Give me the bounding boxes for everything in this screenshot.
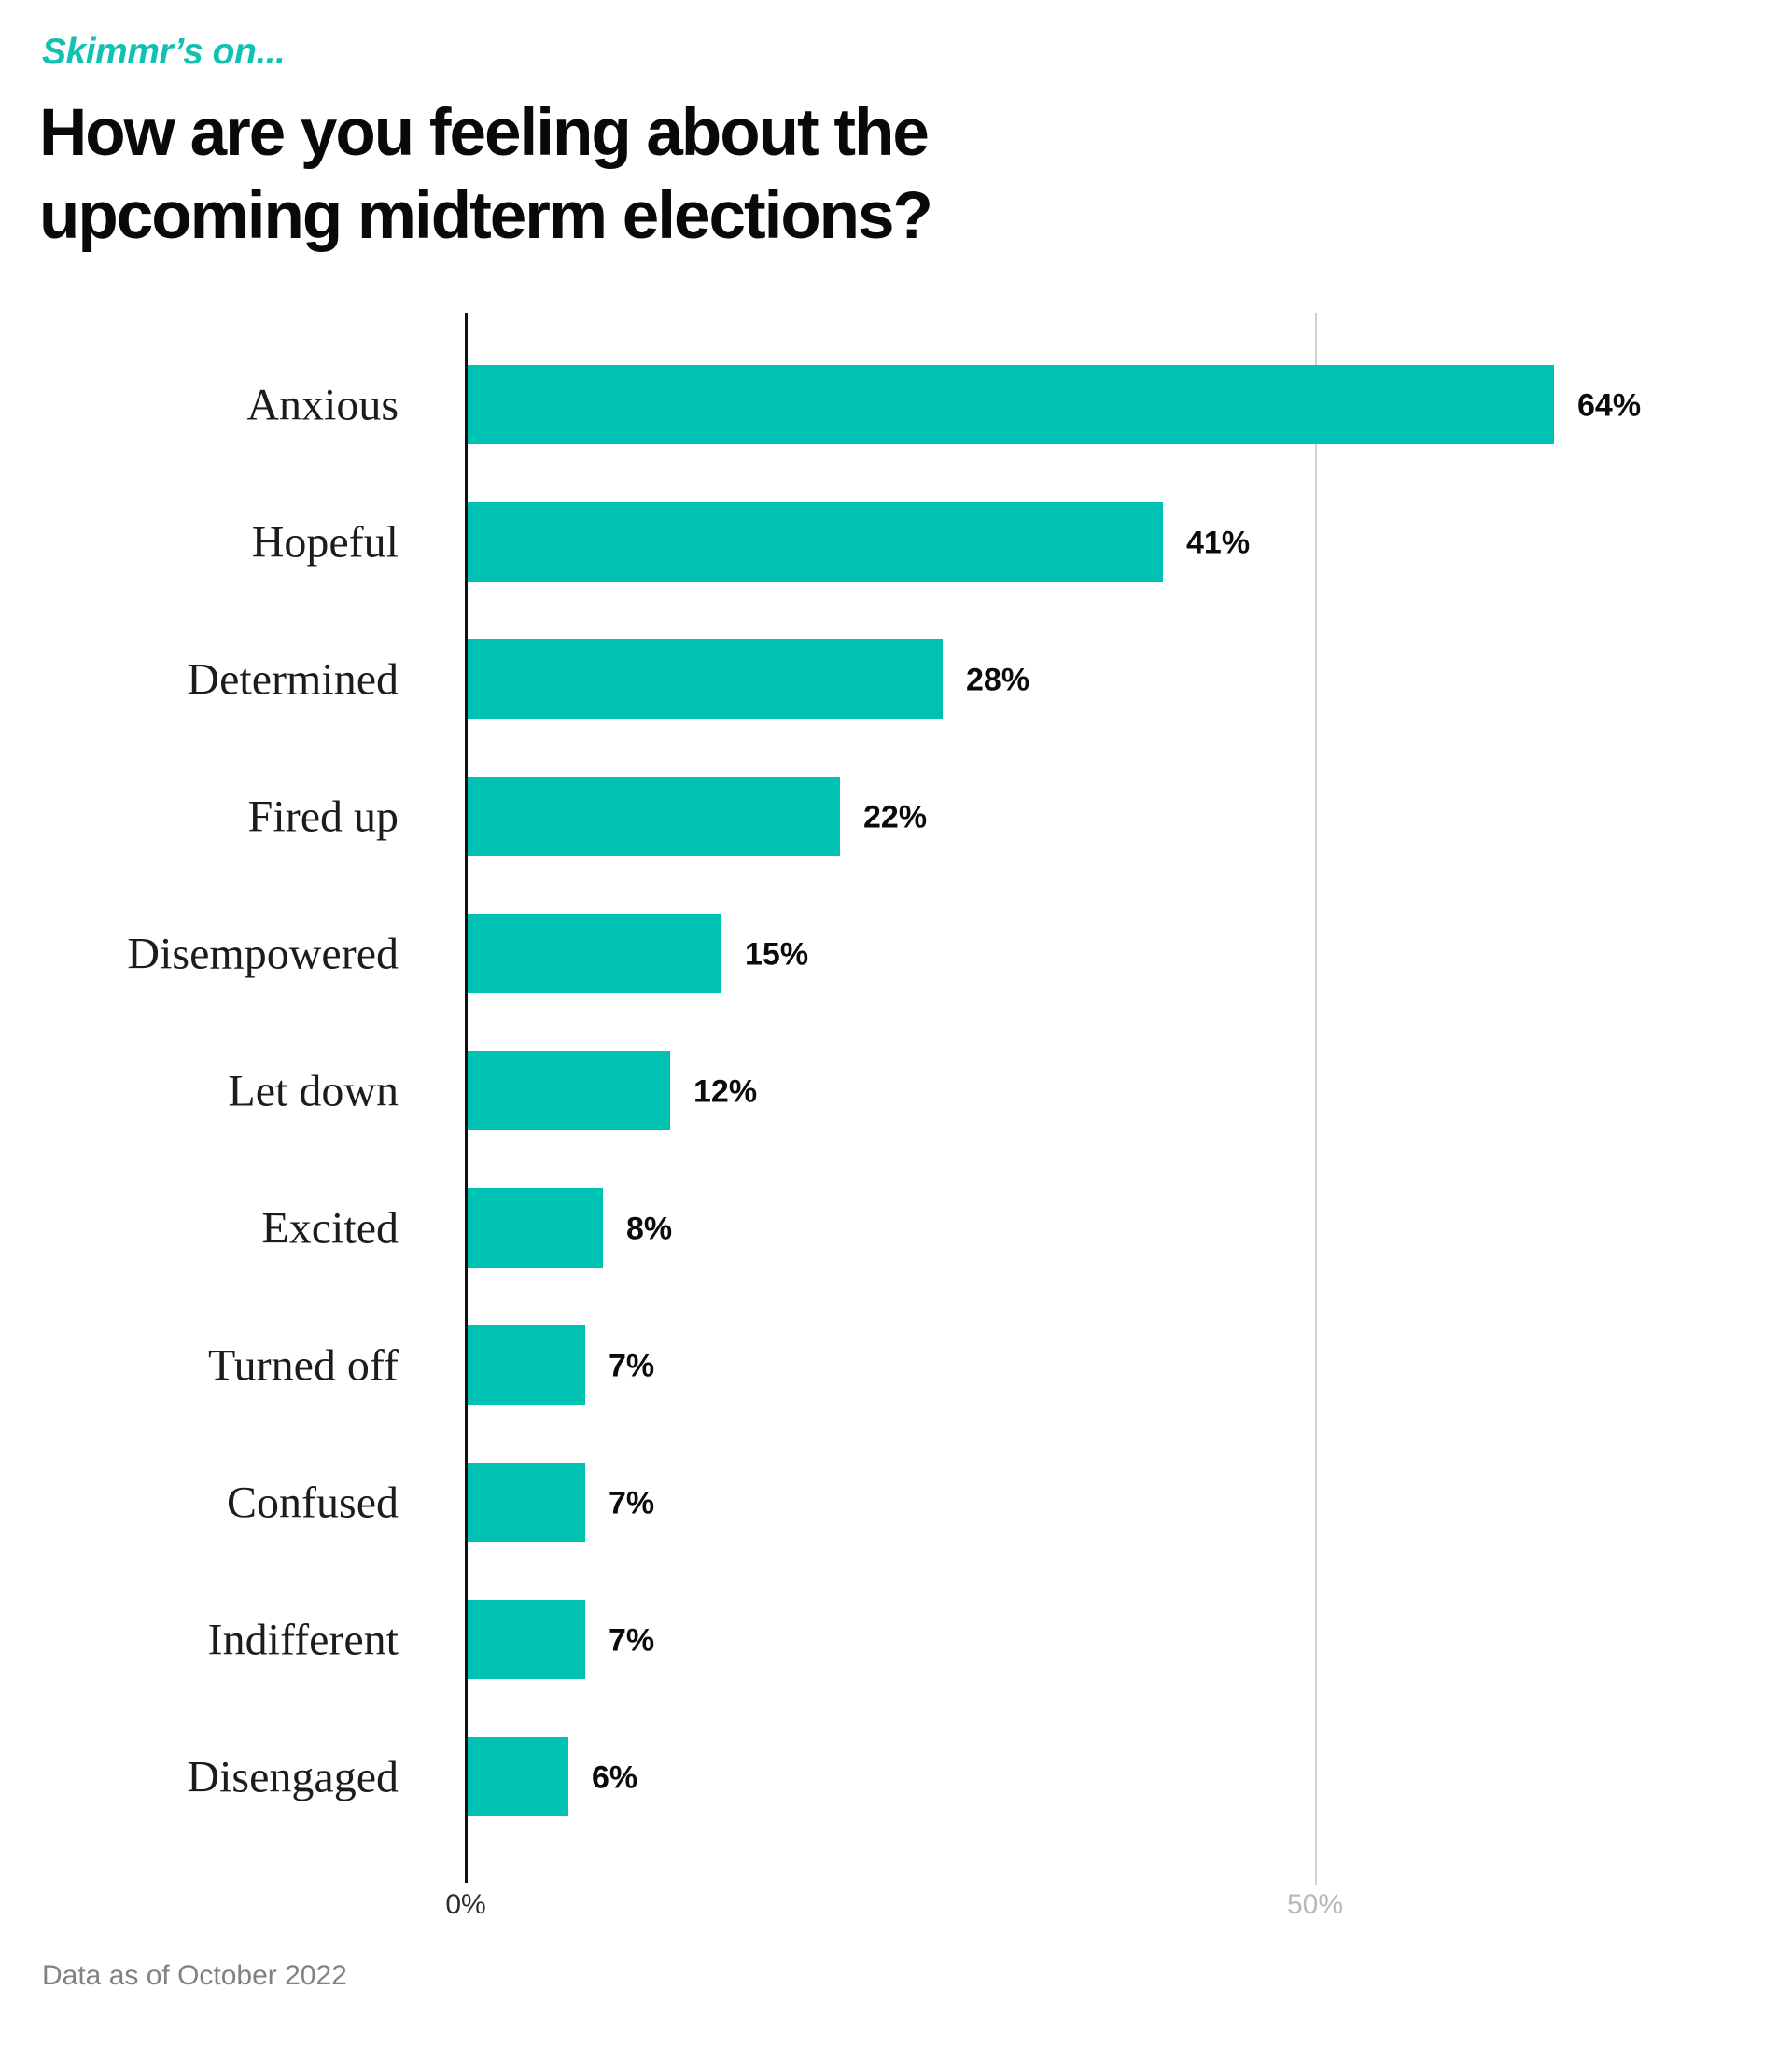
category-label: Hopeful <box>251 517 399 567</box>
value-label: 8% <box>626 1211 673 1246</box>
value-label: 7% <box>609 1485 655 1520</box>
gridline-50 <box>1315 313 1317 1885</box>
y-axis-line <box>465 313 468 1883</box>
bar <box>467 639 943 719</box>
value-label: 7% <box>609 1622 655 1658</box>
value-label: 41% <box>1186 525 1251 560</box>
value-label: 12% <box>693 1073 758 1109</box>
page-title-line-2: upcoming midterm elections? <box>39 179 933 253</box>
value-label: 64% <box>1577 387 1642 423</box>
footer-note: Data as of October 2022 <box>42 1960 347 1991</box>
category-label: Disengaged <box>187 1752 399 1801</box>
value-label: 22% <box>863 799 928 834</box>
bar <box>467 1737 568 1816</box>
value-label: 6% <box>592 1759 638 1795</box>
page-title-line-1: How are you feeling about the <box>39 96 930 170</box>
kicker-text: Skimmr’s on... <box>42 32 286 72</box>
category-label: Confused <box>227 1478 399 1527</box>
category-label: Turned off <box>207 1340 399 1390</box>
bar <box>467 777 840 856</box>
bar <box>467 365 1554 444</box>
category-label: Determined <box>187 654 399 704</box>
category-label: Indifferent <box>207 1615 399 1664</box>
bar <box>467 502 1163 582</box>
value-label: 15% <box>745 936 809 972</box>
x-tick-label-50: 50% <box>1286 1889 1344 1920</box>
bar <box>467 1600 585 1679</box>
x-tick-label-0: 0% <box>445 1889 486 1920</box>
category-label: Disempowered <box>127 929 399 978</box>
value-label: 28% <box>966 662 1030 697</box>
category-label: Fired up <box>247 792 399 841</box>
category-label: Excited <box>261 1203 399 1253</box>
bar <box>467 1325 585 1405</box>
page-title: How are you feeling about the upcoming m… <box>39 91 933 258</box>
category-label: Anxious <box>246 380 399 429</box>
bar <box>467 1188 603 1268</box>
value-label: 7% <box>609 1348 655 1383</box>
bar <box>467 1051 670 1130</box>
bar <box>467 1463 585 1542</box>
bar <box>467 914 721 993</box>
category-label: Let down <box>228 1066 399 1115</box>
